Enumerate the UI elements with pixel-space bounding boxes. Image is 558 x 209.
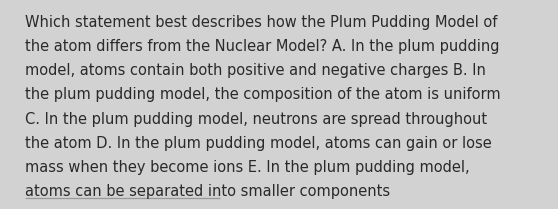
Text: C. In the plum pudding model, neutrons are spread throughout: C. In the plum pudding model, neutrons a…: [25, 112, 487, 127]
Text: the plum pudding model, the composition of the atom is uniform: the plum pudding model, the composition …: [25, 87, 501, 102]
Text: the atom differs from the Nuclear Model? A. In the plum pudding: the atom differs from the Nuclear Model?…: [25, 39, 499, 54]
Text: the atom D. In the plum pudding model, atoms can gain or lose: the atom D. In the plum pudding model, a…: [25, 136, 492, 151]
Text: Which statement best describes how the Plum Pudding Model of: Which statement best describes how the P…: [25, 15, 498, 30]
Text: atoms can be separated into smaller components: atoms can be separated into smaller comp…: [25, 184, 390, 199]
Text: mass when they become ions E. In the plum pudding model,: mass when they become ions E. In the plu…: [25, 160, 470, 175]
Text: model, atoms contain both positive and negative charges B. In: model, atoms contain both positive and n…: [25, 63, 486, 78]
